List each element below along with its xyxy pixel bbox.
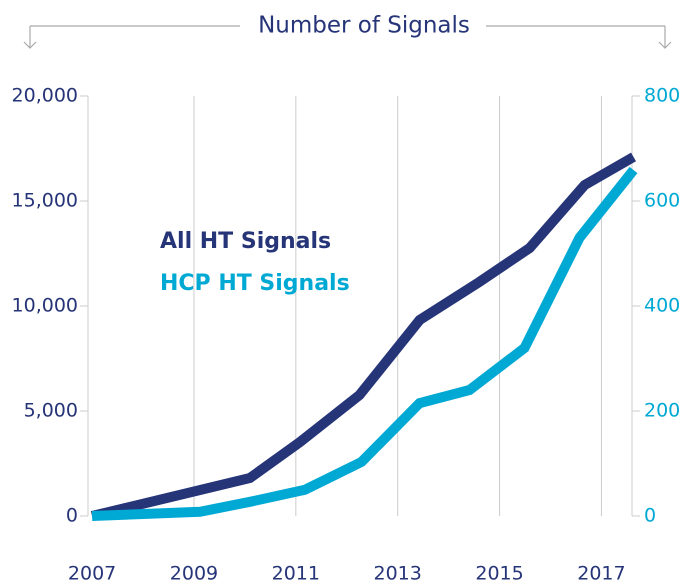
x-tick-label: 2013 xyxy=(374,563,422,582)
x-tick-label: 2011 xyxy=(272,563,320,582)
x-tick-label: 2007 xyxy=(68,563,116,582)
legend-entry: HCP HT Signals xyxy=(160,271,350,296)
y-tick-label: 10,000 xyxy=(12,295,78,317)
legend-entry: All HT Signals xyxy=(160,229,331,254)
chart-title: Number of Signals xyxy=(258,13,470,39)
y-tick-label: 5,000 xyxy=(24,400,78,422)
y2-tick-label: 600 xyxy=(644,190,680,212)
title-arrows xyxy=(23,25,672,49)
y-tick-label: 15,000 xyxy=(12,190,78,212)
y2-tick-label: 0 xyxy=(644,505,656,527)
x-tick-label: 2015 xyxy=(475,563,523,582)
left-arrow xyxy=(23,25,240,49)
right-arrow xyxy=(486,25,672,49)
y2-tick-label: 200 xyxy=(644,400,680,422)
series-line xyxy=(91,166,638,521)
y2-tick-label: 800 xyxy=(644,85,680,107)
y-tick-label: 0 xyxy=(66,505,78,527)
y-tick-label: 20,000 xyxy=(12,85,78,107)
y2-tick-label: 400 xyxy=(644,295,680,317)
x-tick-label: 2017 xyxy=(577,563,625,582)
x-tick-label: 2009 xyxy=(170,563,218,582)
series-line xyxy=(90,152,637,521)
